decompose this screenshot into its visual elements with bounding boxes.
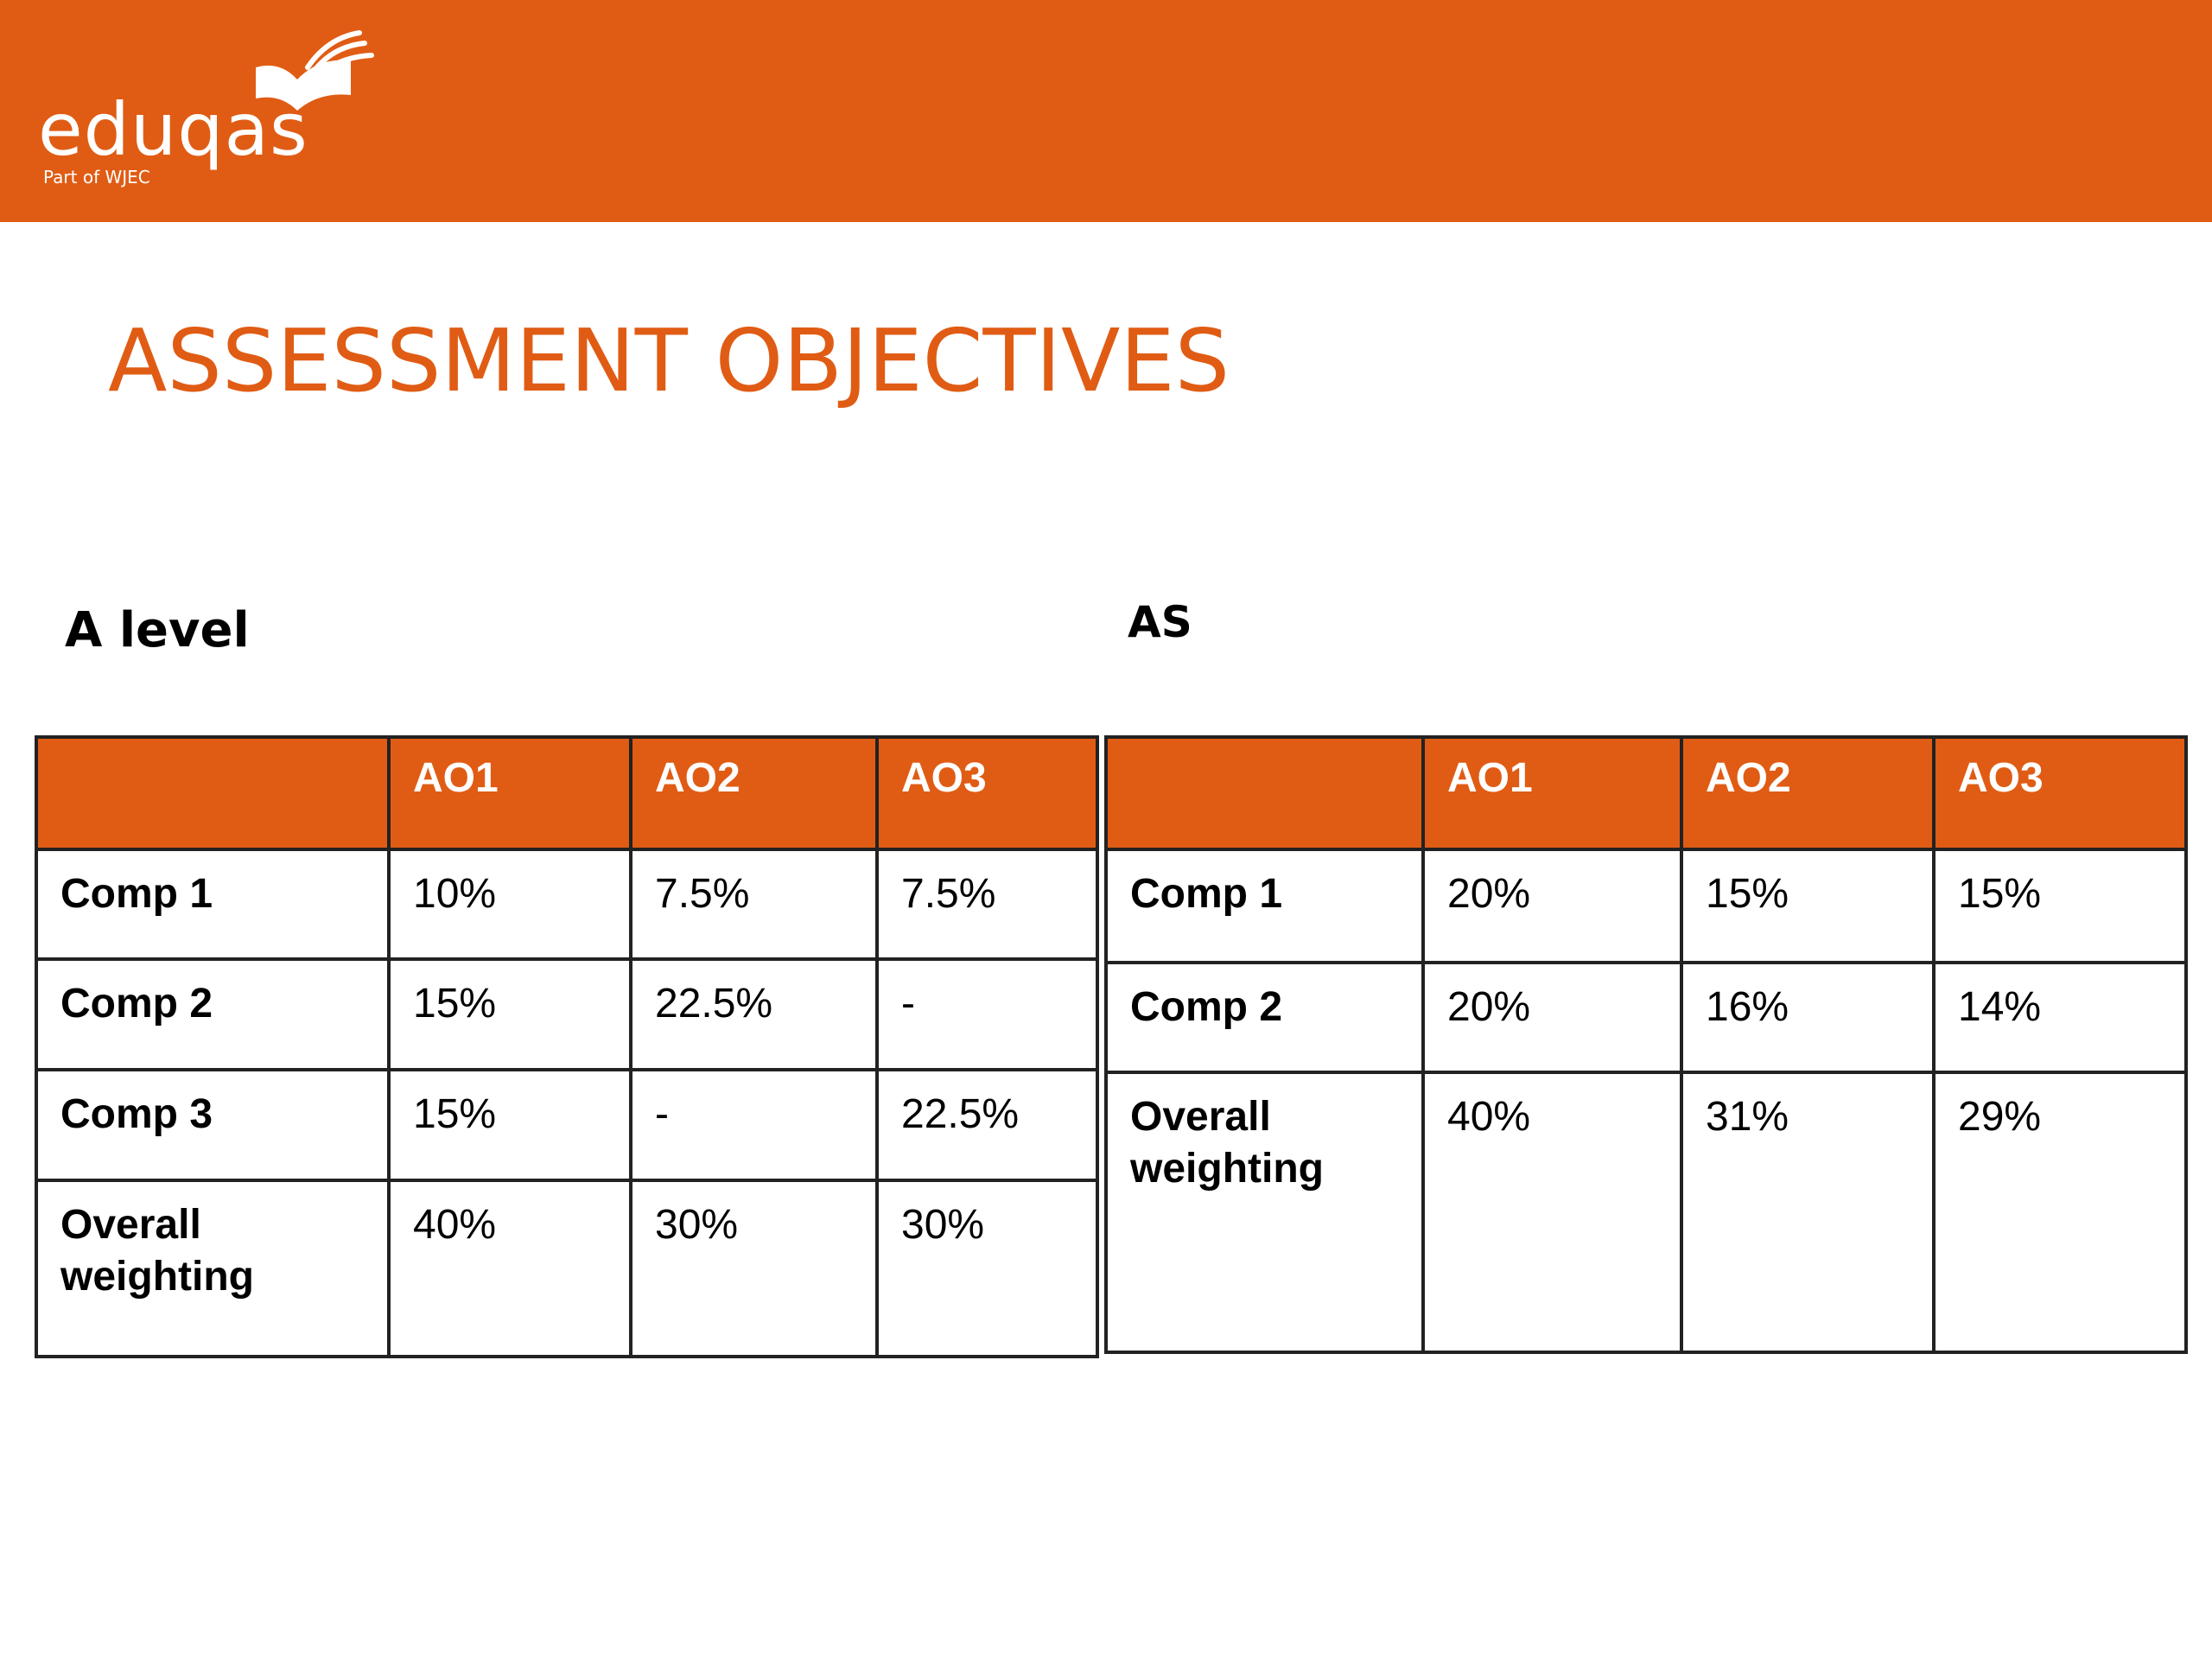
- row-label: Comp 2: [35, 957, 391, 1071]
- table-cell: 20%: [1421, 848, 1683, 964]
- header-cell-ao2: AO2: [629, 735, 879, 851]
- as-level-label: AS: [1128, 597, 1192, 647]
- a-level-label: A level: [65, 602, 250, 658]
- header-cell-ao1: AO1: [387, 735, 632, 851]
- table-cell: 20%: [1421, 961, 1683, 1074]
- table-row: Overall weighting 40% 31% 29%: [1104, 1071, 2188, 1354]
- table-cell: 15%: [1680, 848, 1936, 964]
- header-cell-blank: [35, 735, 391, 851]
- open-book-icon: [256, 30, 374, 111]
- table-cell: 40%: [387, 1179, 632, 1358]
- table-row: Comp 1 10% 7.5% 7.5%: [35, 848, 1099, 961]
- logo-tagline: Part of WJEC: [43, 167, 150, 188]
- table-cell: 30%: [629, 1179, 879, 1358]
- row-label: Comp 3: [35, 1068, 391, 1182]
- table-cell: -: [875, 957, 1099, 1071]
- table-cell: 14%: [1932, 961, 2188, 1074]
- table-header-row: AO1 AO2 AO3: [35, 735, 1099, 851]
- table-row: Overall weighting 40% 30% 30%: [35, 1179, 1099, 1358]
- table-header-row: AO1 AO2 AO3: [1104, 735, 2188, 851]
- table-cell: 15%: [1932, 848, 2188, 964]
- as-level-table: AO1 AO2 AO3 Comp 1 20% 15% 15% Comp 2 20…: [1104, 735, 2188, 1354]
- table-cell: -: [629, 1068, 879, 1182]
- table-cell: 22.5%: [875, 1068, 1099, 1182]
- table-cell: 16%: [1680, 961, 1936, 1074]
- header-bar: eduqas Part of WJEC: [0, 0, 2212, 222]
- eduqas-logo: eduqas Part of WJEC: [38, 26, 374, 199]
- table-cell: 31%: [1680, 1071, 1936, 1354]
- table-row: Comp 3 15% - 22.5%: [35, 1068, 1099, 1182]
- row-label: Comp 2: [1104, 961, 1425, 1074]
- table-cell: 40%: [1421, 1071, 1683, 1354]
- row-label: Overall weighting: [35, 1179, 391, 1358]
- header-cell-ao2: AO2: [1680, 735, 1936, 851]
- row-label: Overall weighting: [1104, 1071, 1425, 1354]
- table-row: Comp 1 20% 15% 15%: [1104, 848, 2188, 964]
- header-cell-ao1: AO1: [1421, 735, 1683, 851]
- table-cell: 7.5%: [875, 848, 1099, 961]
- table-cell: 22.5%: [629, 957, 879, 1071]
- table-cell: 30%: [875, 1179, 1099, 1358]
- row-label: Comp 1: [35, 848, 391, 961]
- table-row: Comp 2 15% 22.5% -: [35, 957, 1099, 1071]
- table-cell: 15%: [387, 957, 632, 1071]
- header-cell-blank: [1104, 735, 1425, 851]
- table-cell: 29%: [1932, 1071, 2188, 1354]
- slide-title: ASSESSMENT OBJECTIVES: [108, 310, 1230, 411]
- header-cell-ao3: AO3: [1932, 735, 2188, 851]
- table-row: Comp 2 20% 16% 14%: [1104, 961, 2188, 1074]
- table-cell: 15%: [387, 1068, 632, 1182]
- a-level-table: AO1 AO2 AO3 Comp 1 10% 7.5% 7.5% Comp 2 …: [35, 735, 1099, 1358]
- table-cell: 10%: [387, 848, 632, 961]
- table-cell: 7.5%: [629, 848, 879, 961]
- logo-wordmark: eduqas: [38, 87, 308, 172]
- header-cell-ao3: AO3: [875, 735, 1099, 851]
- row-label: Comp 1: [1104, 848, 1425, 964]
